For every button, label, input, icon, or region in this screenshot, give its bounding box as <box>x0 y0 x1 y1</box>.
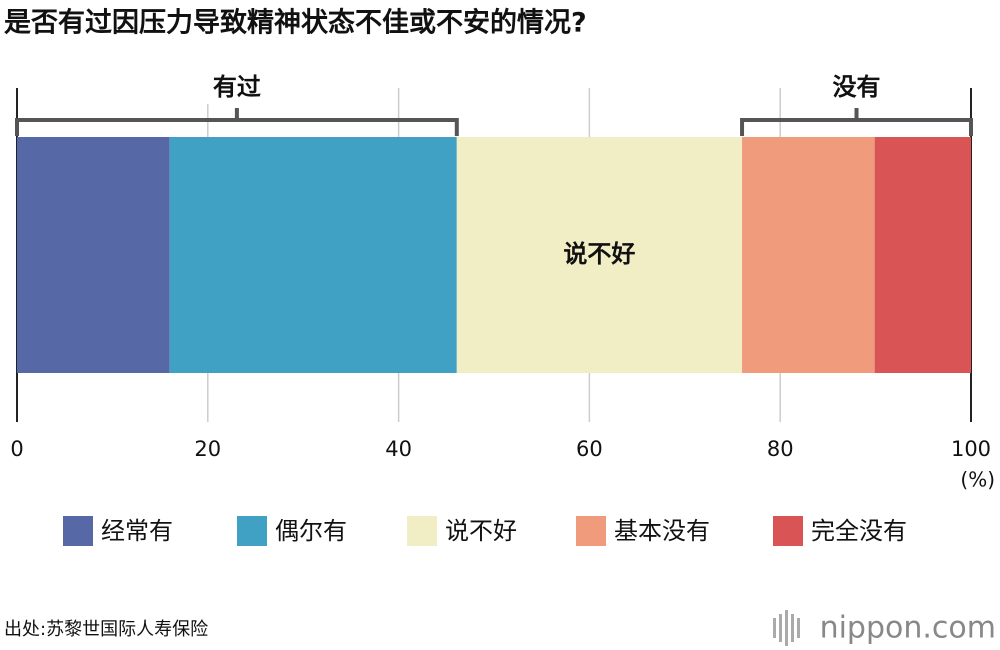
chart-title: 是否有过因压力导致精神状态不佳或不安的情况? <box>4 7 587 39</box>
bar-segment <box>742 137 875 373</box>
legend-swatch <box>63 516 93 546</box>
source: 出处:苏黎世国际人寿保险 <box>4 619 208 640</box>
group-label-bg <box>818 70 895 104</box>
bar-segment <box>456 137 743 373</box>
bar-segment <box>17 137 170 373</box>
x-tick-label: 0 <box>10 437 23 461</box>
segment-label: 说不好 <box>563 240 635 268</box>
legend-label: 完全没有 <box>811 517 907 545</box>
bar-segment <box>169 137 457 373</box>
x-tick-label: 20 <box>194 437 221 461</box>
logo-icon <box>773 610 800 646</box>
x-tick-label: 100 <box>951 437 991 461</box>
x-tick-label: 60 <box>576 437 603 461</box>
group-bracket <box>740 108 973 136</box>
legend-swatch <box>407 516 437 546</box>
legend-swatch <box>576 516 606 546</box>
group-label-bg <box>198 70 275 104</box>
x-tick-label: 40 <box>385 437 412 461</box>
x-tick-label: 80 <box>767 437 794 461</box>
legend-label: 基本没有 <box>614 517 710 545</box>
legend-swatch <box>773 516 803 546</box>
legend-label: 偶尔有 <box>275 517 347 545</box>
bar-segment <box>874 137 971 373</box>
group-label: 没有 <box>833 73 881 101</box>
legend-label: 经常有 <box>101 517 173 545</box>
x-axis-label: (%) <box>960 468 995 492</box>
group-bracket <box>15 108 459 136</box>
group-label: 有过 <box>213 73 261 101</box>
logo: nippon.com <box>820 611 996 646</box>
legend-label: 说不好 <box>445 517 517 545</box>
legend-swatch <box>237 516 267 546</box>
